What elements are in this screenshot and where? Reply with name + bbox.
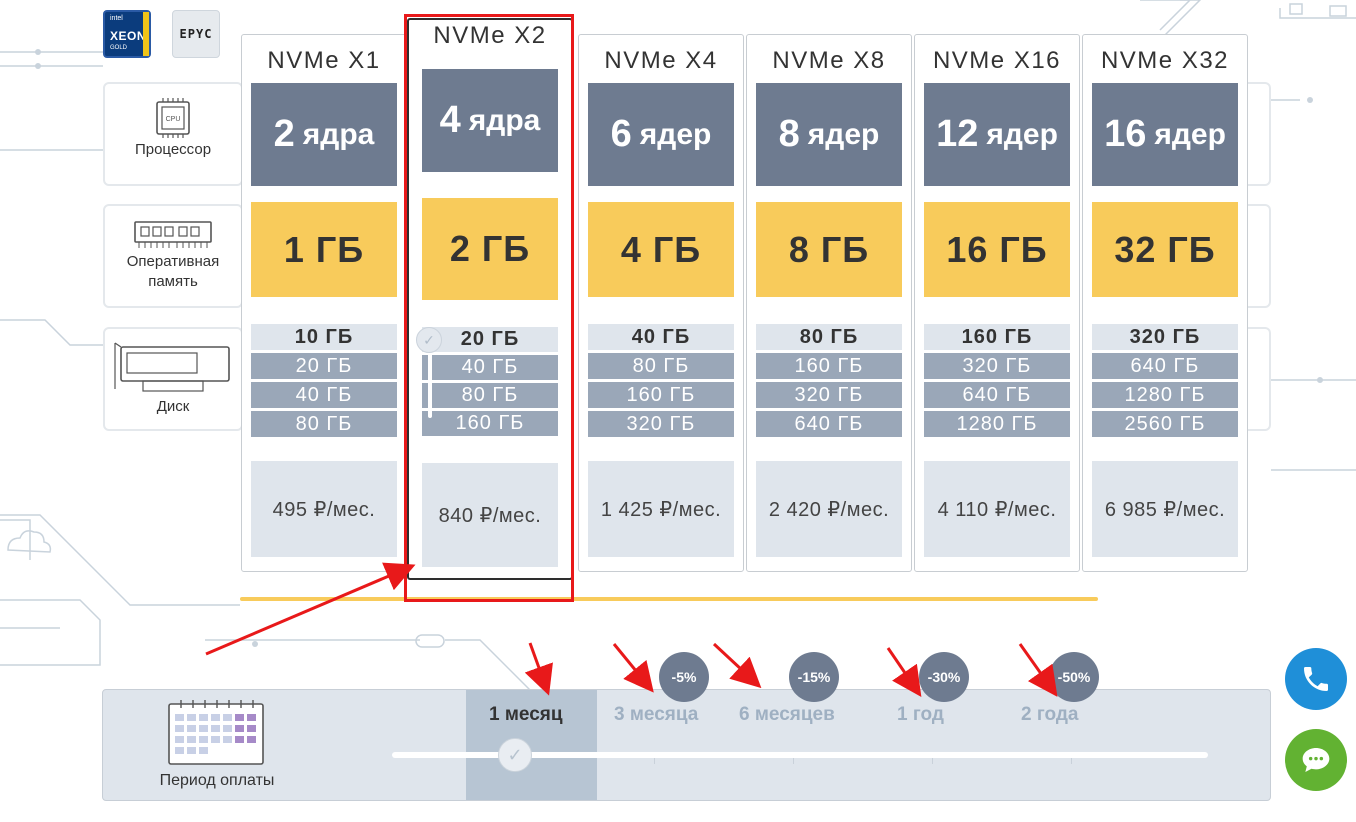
plan-disk-options: 40 ГБ 80 ГБ 160 ГБ 320 ГБ [588,324,734,440]
side-label-disk-text: Диск [156,398,190,415]
plan-name: NVMe X32 [1100,47,1230,74]
disk-option[interactable]: 40 ГБ [588,324,734,350]
plan-cores: 6 ядер [588,83,734,186]
period-option-2-years[interactable]: 2 года [1021,704,1079,725]
calendar-icon [168,700,264,765]
side-label-disk: Диск [103,327,243,431]
plan-name: NVMe X8 [772,47,886,74]
amd-epyc-logo: EPYC [172,10,220,58]
plan-price: 840 ₽/мес. [422,463,558,567]
plan-ram: 8 ГБ [756,202,902,297]
side-label-ram-line1: Оперативная [126,253,220,270]
plan-ram: 2 ГБ [422,198,558,300]
ram-icon [134,221,212,248]
side-label-ram: Оперативная память [103,204,243,308]
discount-badge-6-months: -15% [789,652,839,702]
plan-price: 2 420 ₽/мес. [756,461,902,557]
plan-ram: 1 ГБ [251,202,397,297]
plan-ram: 16 ГБ [924,202,1070,297]
plan-price: 1 425 ₽/мес. [588,461,734,557]
disk-option[interactable]: 80 ГБ [251,411,397,437]
disk-option[interactable]: 2560 ГБ [1092,411,1238,437]
period-slider-track[interactable] [392,752,1208,758]
call-button[interactable] [1285,648,1347,710]
plan-nvme-x2[interactable]: NVMe X2 4 ядра 2 ГБ 20 ГБ 40 ГБ 80 ГБ 160… [407,18,573,580]
plan-price: 4 110 ₽/мес. [924,461,1070,557]
disk-option[interactable]: 640 ГБ [1092,353,1238,379]
chat-icon [1302,748,1330,772]
disk-option[interactable]: 160 ГБ [756,353,902,379]
disk-option[interactable]: 640 ГБ [756,411,902,437]
disk-slider-handle[interactable]: ✓ [416,327,442,353]
payment-period-panel: Период оплаты 1 месяц 3 месяца 6 месяцев… [102,689,1271,801]
disk-option[interactable]: 160 ГБ [422,411,558,436]
plan-cores: 2 ядра [251,83,397,186]
disk-option[interactable]: 10 ГБ [251,324,397,350]
disk-icon [114,342,230,392]
plan-ram: 4 ГБ [588,202,734,297]
svg-text:CPU: CPU [166,116,181,123]
plan-cores: 4 ядра [422,69,558,172]
period-option-1-month[interactable]: 1 месяц [489,704,563,725]
disk-option[interactable]: 640 ГБ [924,382,1070,408]
plan-cores: 8 ядер [756,83,902,186]
plan-disk-options: 10 ГБ 20 ГБ 40 ГБ 80 ГБ [251,324,397,440]
plan-price: 6 985 ₽/мес. [1092,461,1238,557]
side-label-ram-line2: память [148,273,198,290]
period-option-3-months[interactable]: 3 месяца [614,704,699,725]
period-slider-handle[interactable]: ✓ [498,738,532,772]
disk-option[interactable]: 160 ГБ [924,324,1070,350]
phone-icon [1304,667,1328,691]
period-slider-tick [654,758,655,764]
plans-divider-line [240,597,1098,601]
plan-ram: 32 ГБ [1092,202,1238,297]
disk-option[interactable]: 80 ГБ [756,324,902,350]
period-slider-tick [793,758,794,764]
plan-cores: 16 ядер [1092,83,1238,186]
disk-slider-track[interactable] [428,340,432,418]
plan-nvme-x1[interactable]: NVMe X1 2 ядра 1 ГБ 10 ГБ 20 ГБ 40 ГБ 80 … [241,34,407,572]
disk-option[interactable]: 40 ГБ [422,355,558,380]
disk-option[interactable]: 80 ГБ [588,353,734,379]
disk-option[interactable]: 20 ГБ [251,353,397,379]
discount-badge-1-year: -30% [919,652,969,702]
plan-disk-options: 80 ГБ 160 ГБ 320 ГБ 640 ГБ [756,324,902,440]
plan-disk-options: 160 ГБ 320 ГБ 640 ГБ 1280 ГБ [924,324,1070,440]
plan-name: NVMe X2 [433,22,547,49]
period-selected-highlight [466,690,597,800]
plan-disk-options: 20 ГБ 40 ГБ 80 ГБ 160 ГБ [422,327,558,439]
plan-nvme-x4[interactable]: NVMe X4 6 ядер 4 ГБ 40 ГБ 80 ГБ 160 ГБ 32… [578,34,744,572]
side-label-cpu-text: Процессор [134,141,212,158]
discount-badge-2-years: -50% [1049,652,1099,702]
cpu-icon: CPU [156,98,190,138]
plan-cores: 12 ядер [924,83,1070,186]
plan-nvme-x16[interactable]: NVMe X16 12 ядер 16 ГБ 160 ГБ 320 ГБ 640 … [914,34,1080,572]
period-option-6-months[interactable]: 6 месяцев [739,704,835,725]
period-slider-tick [1071,758,1072,764]
disk-option[interactable]: 20 ГБ [422,327,558,352]
plan-price: 495 ₽/мес. [251,461,397,557]
discount-badge-3-months: -5% [659,652,709,702]
disk-option[interactable]: 160 ГБ [588,382,734,408]
disk-option[interactable]: 320 ГБ [1092,324,1238,350]
disk-option[interactable]: 320 ГБ [756,382,902,408]
plan-name: NVMe X16 [932,47,1062,74]
disk-option[interactable]: 40 ГБ [251,382,397,408]
intel-xeon-logo: intel XEON GOLD [103,10,151,58]
disk-option[interactable]: 320 ГБ [588,411,734,437]
plan-name: NVMe X1 [267,47,381,74]
disk-option[interactable]: 80 ГБ [422,383,558,408]
disk-option[interactable]: 320 ГБ [924,353,1070,379]
disk-option[interactable]: 1280 ГБ [1092,382,1238,408]
chat-button[interactable] [1285,729,1347,791]
plan-disk-options: 320 ГБ 640 ГБ 1280 ГБ 2560 ГБ [1092,324,1238,440]
disk-option[interactable]: 1280 ГБ [924,411,1070,437]
plan-name: NVMe X4 [604,47,718,74]
period-option-1-year[interactable]: 1 год [897,704,944,725]
side-label-cpu: CPU Процессор [103,82,243,186]
period-slider-tick [932,758,933,764]
plan-nvme-x8[interactable]: NVMe X8 8 ядер 8 ГБ 80 ГБ 160 ГБ 320 ГБ 6… [746,34,912,572]
payment-period-label: Период оплаты [159,772,275,789]
plan-nvme-x32[interactable]: NVMe X32 16 ядер 32 ГБ 320 ГБ 640 ГБ 1280… [1082,34,1248,572]
